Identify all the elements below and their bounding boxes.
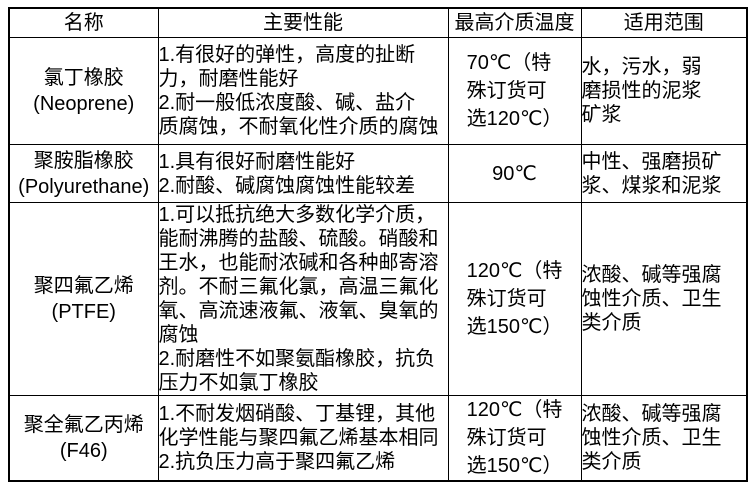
max-temperature-cell: 90℃ — [447, 144, 582, 203]
applicable-range-cell: 浓酸、碱等强腐 蚀性介质、卫生 类介质 — [580, 202, 748, 396]
material-name-en: (Neoprene) — [33, 93, 135, 115]
table-row-f46: 聚全氟乙丙烯 (F46) 1.不耐发烟硝酸、丁基锂，其他 化学性能与聚四氟乙烯基… — [8, 395, 748, 482]
material-name-cn: 聚四氟乙烯 — [33, 275, 134, 297]
material-name-cn: 聚全氟乙丙烯 — [23, 414, 144, 436]
material-name-en: (PTFE) — [51, 301, 116, 323]
material-name-cell: 聚四氟乙烯 (PTFE) — [8, 202, 159, 396]
table-row-ptfe: 聚四氟乙烯 (PTFE) 1.可以抵抗绝大多数化学介质， 能耐沸腾的盐酸、硫酸。… — [8, 202, 748, 396]
performance-cell: 1.具有很好耐磨性能好 2.耐酸、碱腐蚀腐蚀性能较差 — [157, 144, 449, 203]
lining-material-spec-table: 名称 主要性能 最高介质温度 适用范围 氯丁橡胶 (Neoprene) 1.有很… — [8, 7, 748, 482]
applicable-range-cell: 水，污水，弱 磨损性的泥浆 矿浆 — [580, 37, 748, 145]
material-name-cell: 氯丁橡胶 (Neoprene) — [8, 37, 159, 145]
max-temperature-cell: 120℃（特 殊订货可 选150℃） — [447, 202, 582, 396]
performance-cell: 1.可以抵抗绝大多数化学介质， 能耐沸腾的盐酸、硫酸。硝酸和 王水，也能耐浓碱和… — [157, 202, 449, 396]
table-header-row: 名称 主要性能 最高介质温度 适用范围 — [8, 7, 748, 38]
material-name-cell: 聚胺脂橡胶 (Polyurethane) — [8, 144, 159, 203]
material-name-en: (Polyurethane) — [18, 175, 150, 198]
max-temperature-value: 70℃（特 殊订货可 选120℃） — [466, 52, 563, 130]
header-cell-max-temperature: 最高介质温度 — [447, 7, 582, 38]
material-name-cn: 氯丁橡胶 — [43, 67, 124, 89]
table-row-neoprene: 氯丁橡胶 (Neoprene) 1.有很好的弹性，高度的扯断 力，耐磨性能好 2… — [8, 37, 748, 145]
table-row-polyurethane: 聚胺脂橡胶 (Polyurethane) 1.具有很好耐磨性能好 2.耐酸、碱腐… — [8, 144, 748, 203]
max-temperature-value: 90℃ — [492, 162, 537, 185]
max-temperature-value: 120℃（特 殊订货可 选150℃） — [466, 399, 563, 477]
applicable-range-cell: 浓酸、碱等强腐 蚀性介质、卫生 类介质 — [580, 395, 748, 482]
performance-cell: 1.有很好的弹性，高度的扯断 力，耐磨性能好 2.耐一般低浓度酸、碱、盐介 质腐… — [157, 37, 449, 145]
material-name-cell: 聚全氟乙丙烯 (F46) — [8, 395, 159, 482]
max-temperature-value: 120℃（特 殊订货可 选150℃） — [466, 260, 563, 338]
header-cell-performance: 主要性能 — [157, 7, 449, 38]
header-cell-name: 名称 — [8, 7, 159, 38]
applicable-range-cell: 中性、强磨损矿 浆、煤浆和泥浆 — [580, 144, 748, 203]
header-cell-applicable-range: 适用范围 — [580, 7, 748, 38]
max-temperature-cell: 70℃（特 殊订货可 选120℃） — [447, 37, 582, 145]
performance-cell: 1.不耐发烟硝酸、丁基锂，其他 化学性能与聚四氟乙烯基本相同 2.抗负压力高于聚… — [157, 395, 449, 482]
max-temperature-cell: 120℃（特 殊订货可 选150℃） — [447, 395, 582, 482]
material-name-cn: 聚胺脂橡胶 — [33, 149, 134, 172]
material-name-en: (F46) — [59, 440, 108, 462]
